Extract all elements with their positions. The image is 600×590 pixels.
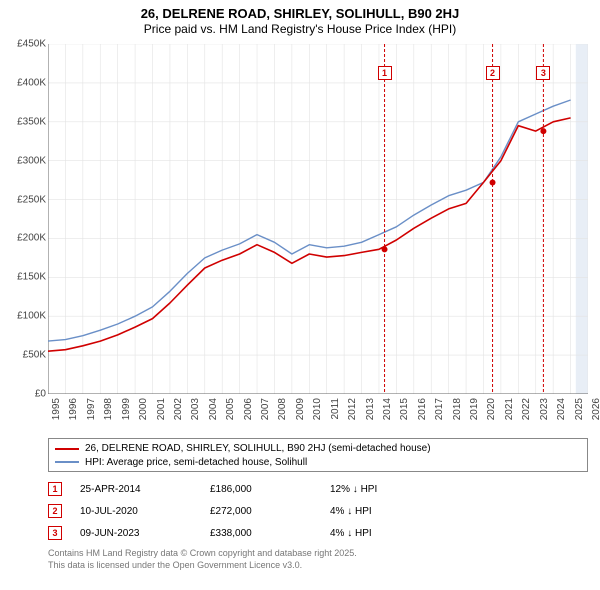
transaction-row: 1 25-APR-2014£186,00012% ↓ HPI	[48, 478, 588, 500]
ytick-label: £200K	[17, 233, 46, 244]
xtick-label: 2006	[243, 398, 254, 420]
chart-container: 26, DELRENE ROAD, SHIRLEY, SOLIHULL, B90…	[0, 0, 600, 590]
transaction-date: 09-JUN-2023	[80, 528, 210, 539]
xtick-label: 1997	[86, 398, 97, 420]
xtick-label: 2015	[399, 398, 410, 420]
transaction-flag: 2	[48, 504, 62, 518]
title-line1: 26, DELRENE ROAD, SHIRLEY, SOLIHULL, B90…	[0, 6, 600, 22]
sale-marker-flag: 3	[536, 66, 550, 80]
xtick-label: 2004	[208, 398, 219, 420]
transactions-table: 1 25-APR-2014£186,00012% ↓ HPI 2 10-JUL-202…	[48, 478, 588, 544]
transaction-pct-vs-hpi: 12% ↓ HPI	[330, 484, 470, 495]
transaction-pct-vs-hpi: 4% ↓ HPI	[330, 506, 470, 517]
legend-row-1: HPI: Average price, semi-detached house,…	[55, 456, 581, 470]
xtick-label: 2003	[190, 398, 201, 420]
xtick-label: 2012	[347, 398, 358, 420]
transaction-date: 10-JUL-2020	[80, 506, 210, 517]
xtick-label: 2005	[225, 398, 236, 420]
xtick-label: 2025	[574, 398, 585, 420]
xtick-label: 2018	[452, 398, 463, 420]
xtick-label: 1999	[121, 398, 132, 420]
transaction-row: 2 10-JUL-2020£272,0004% ↓ HPI	[48, 500, 588, 522]
xtick-label: 2026	[591, 398, 600, 420]
xtick-label: 1998	[103, 398, 114, 420]
xtick-label: 2021	[504, 398, 515, 420]
footer-line2: This data is licensed under the Open Gov…	[48, 560, 588, 572]
legend-swatch-0	[55, 448, 79, 450]
legend-label-1: HPI: Average price, semi-detached house,…	[85, 456, 307, 470]
xtick-label: 2013	[365, 398, 376, 420]
chart-area	[48, 44, 588, 394]
legend-box: 26, DELRENE ROAD, SHIRLEY, SOLIHULL, B90…	[48, 438, 588, 472]
legend-swatch-1	[55, 461, 79, 463]
xtick-label: 1995	[51, 398, 62, 420]
xtick-label: 2001	[156, 398, 167, 420]
xtick-label: 2023	[539, 398, 550, 420]
xtick-label: 2014	[382, 398, 393, 420]
xtick-label: 2017	[434, 398, 445, 420]
xtick-label: 2008	[277, 398, 288, 420]
ytick-label: £450K	[17, 39, 46, 50]
xtick-label: 2010	[312, 398, 323, 420]
title-block: 26, DELRENE ROAD, SHIRLEY, SOLIHULL, B90…	[0, 0, 600, 37]
legend-label-0: 26, DELRENE ROAD, SHIRLEY, SOLIHULL, B90…	[85, 442, 431, 456]
xtick-label: 2020	[486, 398, 497, 420]
transaction-row: 3 09-JUN-2023£338,0004% ↓ HPI	[48, 522, 588, 544]
legend-row-0: 26, DELRENE ROAD, SHIRLEY, SOLIHULL, B90…	[55, 442, 581, 456]
sale-marker-flag: 1	[378, 66, 392, 80]
transaction-flag: 1	[48, 482, 62, 496]
xtick-label: 2011	[330, 398, 341, 420]
ytick-label: £50K	[23, 350, 46, 361]
sale-marker-flag: 2	[486, 66, 500, 80]
ytick-label: £0	[35, 389, 46, 400]
ytick-label: £150K	[17, 272, 46, 283]
ytick-label: £400K	[17, 77, 46, 88]
transaction-date: 25-APR-2014	[80, 484, 210, 495]
xtick-label: 2002	[173, 398, 184, 420]
transaction-price: £338,000	[210, 528, 330, 539]
chart-svg	[48, 44, 588, 394]
ytick-label: £350K	[17, 116, 46, 127]
xtick-label: 2016	[417, 398, 428, 420]
xtick-label: 1996	[68, 398, 79, 420]
transaction-pct-vs-hpi: 4% ↓ HPI	[330, 528, 470, 539]
xtick-label: 2000	[138, 398, 149, 420]
footer-line1: Contains HM Land Registry data © Crown c…	[48, 548, 588, 560]
xtick-label: 2019	[469, 398, 480, 420]
title-line2: Price paid vs. HM Land Registry's House …	[0, 22, 600, 37]
ytick-label: £100K	[17, 311, 46, 322]
xtick-label: 2022	[521, 398, 532, 420]
transaction-price: £272,000	[210, 506, 330, 517]
ytick-label: £300K	[17, 155, 46, 166]
ytick-label: £250K	[17, 194, 46, 205]
transaction-flag: 3	[48, 526, 62, 540]
xtick-label: 2007	[260, 398, 271, 420]
xtick-label: 2009	[295, 398, 306, 420]
transaction-price: £186,000	[210, 484, 330, 495]
xtick-label: 2024	[556, 398, 567, 420]
footer: Contains HM Land Registry data © Crown c…	[48, 548, 588, 571]
